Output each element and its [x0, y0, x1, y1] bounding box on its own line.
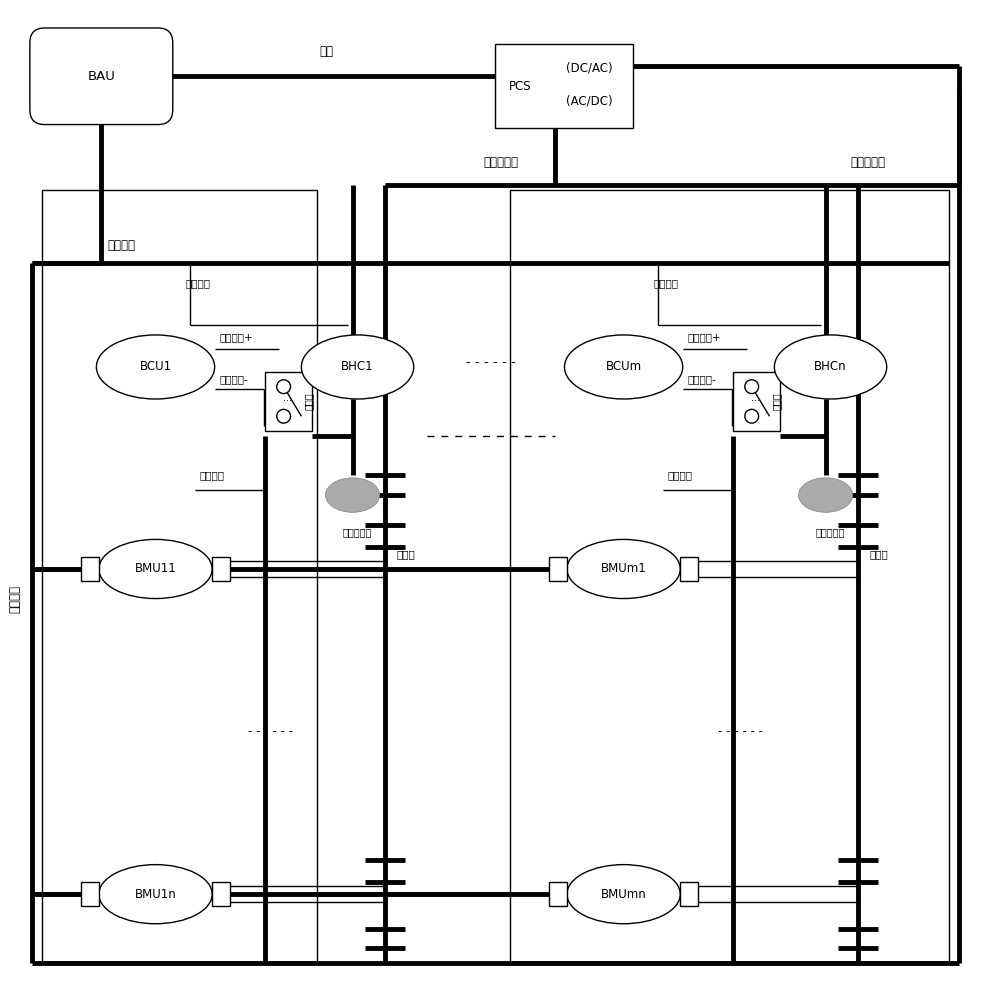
Bar: [680, 557, 698, 581]
Text: 检测信号: 检测信号: [668, 470, 693, 480]
Text: BMUmn: BMUmn: [601, 888, 646, 901]
Text: BAU: BAU: [87, 70, 115, 83]
Text: BHCn: BHCn: [815, 360, 847, 373]
Ellipse shape: [325, 478, 380, 512]
Bar: [81, 557, 99, 581]
Text: 电源供电: 电源供电: [185, 278, 210, 288]
Bar: [212, 882, 230, 906]
Text: BCU1: BCU1: [140, 360, 171, 373]
Text: 并联总负极: 并联总负极: [850, 156, 885, 169]
Ellipse shape: [99, 539, 212, 599]
Text: PCS: PCS: [508, 80, 531, 93]
Bar: [265, 372, 312, 431]
FancyBboxPatch shape: [30, 28, 172, 125]
Ellipse shape: [99, 865, 212, 924]
Bar: [549, 882, 567, 906]
Text: 电流传感器: 电流传感器: [343, 528, 373, 538]
Bar: [496, 44, 633, 128]
Text: 并联总正极: 并联总正极: [484, 156, 518, 169]
Ellipse shape: [774, 335, 887, 399]
Circle shape: [745, 380, 759, 394]
Text: BMU11: BMU11: [135, 562, 176, 575]
Text: (AC/DC): (AC/DC): [566, 94, 612, 107]
Text: 控制信号+: 控制信号+: [688, 332, 721, 342]
Circle shape: [276, 409, 290, 423]
Text: ···: ···: [751, 396, 760, 406]
Text: 继电器: 继电器: [303, 393, 313, 410]
Ellipse shape: [567, 865, 680, 924]
Ellipse shape: [565, 335, 683, 399]
Text: - - - - - -: - - - - - -: [248, 725, 292, 738]
Text: 检测信号: 检测信号: [200, 470, 225, 480]
Text: 控制信号-: 控制信号-: [688, 374, 716, 384]
Ellipse shape: [301, 335, 413, 399]
Text: 电源供电: 电源供电: [653, 278, 678, 288]
Ellipse shape: [567, 539, 680, 599]
Text: - - - - - -: - - - - - -: [466, 356, 515, 369]
Text: - - - - - -: - - - - - -: [718, 725, 763, 738]
Text: BMU1n: BMU1n: [135, 888, 176, 901]
Text: (DC/AC): (DC/AC): [566, 62, 612, 75]
Ellipse shape: [96, 335, 215, 399]
Ellipse shape: [799, 478, 852, 512]
Circle shape: [745, 409, 759, 423]
Text: 继电器: 继电器: [771, 393, 781, 410]
Text: 电池组: 电池组: [397, 549, 415, 559]
Text: 通信: 通信: [320, 45, 334, 58]
Text: ···: ···: [283, 396, 292, 406]
Bar: [733, 372, 780, 431]
Bar: [43, 190, 317, 962]
Text: BMUm1: BMUm1: [601, 562, 646, 575]
Text: 通信总线: 通信总线: [107, 239, 135, 252]
Bar: [510, 190, 948, 962]
Bar: [212, 557, 230, 581]
Text: 电池组: 电池组: [870, 549, 889, 559]
Bar: [680, 882, 698, 906]
Text: 通信总线: 通信总线: [8, 585, 21, 613]
Bar: [81, 882, 99, 906]
Text: BHC1: BHC1: [341, 360, 374, 373]
Circle shape: [276, 380, 290, 394]
Text: 控制信号+: 控制信号+: [220, 332, 254, 342]
Text: BCUm: BCUm: [606, 360, 641, 373]
Bar: [549, 557, 567, 581]
Text: 电流传感器: 电流传感器: [816, 528, 845, 538]
Text: 控制信号-: 控制信号-: [220, 374, 249, 384]
